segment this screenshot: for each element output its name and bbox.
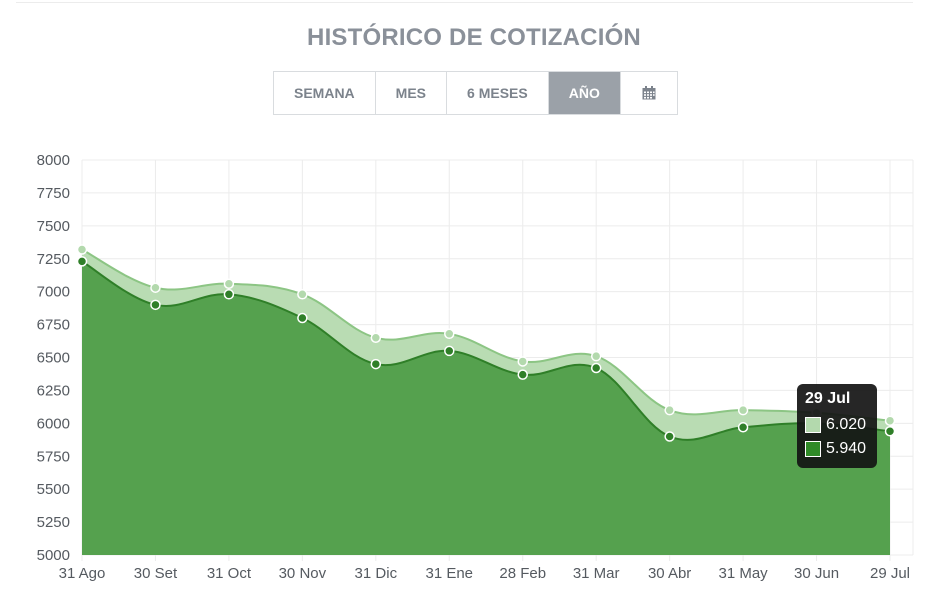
data-point-high [517, 356, 528, 367]
data-point-high [76, 244, 88, 255]
data-point-high [297, 289, 308, 300]
area-series-low [82, 261, 890, 555]
data-point-low [664, 431, 675, 442]
range-button-year[interactable]: AÑO [548, 72, 621, 114]
x-tick-label: 31 Ene [425, 565, 473, 582]
tooltip-value-high: 6.020 [826, 416, 867, 433]
tooltip-value-low: 5.940 [826, 440, 867, 457]
y-tick-label: 8000 [37, 152, 70, 169]
data-point-high [444, 328, 455, 340]
y-tick-label: 5250 [37, 514, 70, 531]
x-tick-label: 30 Set [134, 565, 178, 582]
y-tick-label: 5500 [37, 481, 70, 498]
x-tick-label: 30 Nov [279, 565, 327, 582]
data-point-high [150, 282, 161, 293]
chart-tooltip: 29 Jul 6.020 5.940 [797, 384, 877, 468]
y-axis-ticks: 5000 5250 5500 5750 6000 6250 6500 6750 7000 7250… [37, 152, 70, 564]
data-point-high [664, 404, 675, 416]
range-button-6-months[interactable]: 6 MESES [447, 72, 549, 114]
data-point-high [737, 404, 749, 416]
data-point-low [297, 312, 308, 324]
data-point-high [884, 415, 896, 426]
y-tick-label: 7750 [37, 185, 70, 202]
x-tick-label: 30 Abr [648, 565, 691, 582]
tooltip-date: 29 Jul [805, 390, 851, 407]
x-tick-label: 30 Jun [794, 565, 839, 582]
data-point-low [737, 422, 749, 433]
data-point-high [370, 332, 382, 343]
tooltip-row: 5.940 [805, 437, 869, 461]
x-tick-label: 31 Dic [355, 565, 398, 582]
data-point-high [223, 278, 235, 290]
calendar-button[interactable] [621, 72, 677, 114]
top-divider [16, 2, 913, 3]
y-tick-label: 5750 [37, 448, 70, 465]
x-tick-label: 28 Feb [499, 565, 546, 582]
y-tick-label: 5000 [37, 547, 70, 564]
data-point-low [444, 345, 455, 357]
tooltip-swatch-high [805, 417, 821, 433]
x-axis-ticks: 31 Ago 30 Set 31 Oct 30 Nov 31 Dic 31 Ene 28 F… [59, 565, 910, 582]
range-button-month[interactable]: MES [376, 72, 448, 114]
y-tick-label: 7500 [37, 218, 70, 235]
x-tick-label: 29 Jul [870, 565, 910, 582]
calendar-icon [642, 86, 656, 100]
y-tick-label: 6000 [37, 415, 70, 432]
y-tick-label: 6750 [37, 317, 70, 334]
y-tick-label: 7250 [37, 251, 70, 268]
data-point-high [590, 350, 602, 362]
y-tick-label: 6250 [37, 382, 70, 399]
data-point-low [370, 358, 382, 370]
data-point-low [884, 425, 896, 437]
data-point-low [76, 256, 88, 267]
chart-areas [81, 248, 891, 556]
data-point-low [590, 362, 602, 374]
data-point-low [150, 299, 161, 311]
data-point-low [517, 369, 528, 380]
y-tick-label: 7000 [37, 284, 70, 301]
x-tick-label: 31 Oct [207, 565, 252, 582]
tooltip-swatch-low [805, 441, 821, 457]
y-tick-label: 6500 [37, 350, 70, 367]
x-tick-label: 31 May [718, 565, 768, 582]
page-title: HISTÓRICO DE COTIZACIÓN [307, 24, 641, 51]
x-tick-label: 31 Ago [59, 565, 106, 582]
x-tick-label: 31 Mar [573, 565, 620, 582]
data-point-low [223, 289, 235, 300]
tooltip-row: 6.020 [805, 413, 869, 437]
range-selector: SEMANA MES 6 MESES AÑO [273, 71, 678, 115]
range-button-week[interactable]: SEMANA [274, 72, 376, 114]
